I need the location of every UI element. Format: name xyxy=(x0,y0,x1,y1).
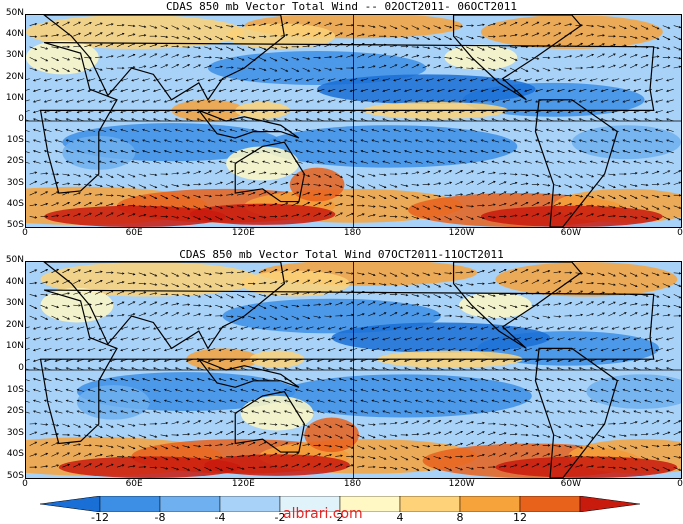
lat-label: 50N xyxy=(0,255,24,265)
lat-label: 30S xyxy=(0,178,24,188)
lon-label: 0 xyxy=(22,479,28,489)
lat-label: 40S xyxy=(0,449,24,459)
colorbar-segment xyxy=(400,496,460,512)
colorbar-label: 12 xyxy=(513,511,527,524)
colorbar-label: 8 xyxy=(457,511,464,524)
wind-map-panel-1 xyxy=(25,14,682,228)
lat-label: 0 xyxy=(0,363,24,373)
colorbar-segment xyxy=(100,496,160,512)
colorbar-segment xyxy=(460,496,520,512)
lon-label: 60E xyxy=(126,228,143,238)
lon-label: 120E xyxy=(232,479,255,489)
lon-label: 120W xyxy=(449,228,475,238)
panel-1-title: CDAS 850 mb Vector Total Wind -- 02OCT20… xyxy=(0,0,683,13)
lon-label: 180 xyxy=(344,228,361,238)
lon-label: 0 xyxy=(22,228,28,238)
lat-label: 30N xyxy=(0,298,24,308)
lon-label: 120E xyxy=(232,228,255,238)
lat-label: 50S xyxy=(0,471,24,481)
lat-label: 20S xyxy=(0,406,24,416)
colorbar-segment xyxy=(40,496,100,512)
panel-2-title: CDAS 850 mb Vector Total Wind 07OCT2011-… xyxy=(0,248,683,261)
lat-label: 50S xyxy=(0,220,24,230)
lat-label: 10S xyxy=(0,385,24,395)
wind-field xyxy=(26,15,681,227)
lat-label: 20N xyxy=(0,72,24,82)
wind-field xyxy=(26,262,681,478)
colorbar-label: -4 xyxy=(215,511,226,524)
wind-map-panel-2 xyxy=(25,261,682,479)
lat-label: 50N xyxy=(0,8,24,18)
lat-label: 10N xyxy=(0,93,24,103)
lon-label: 180 xyxy=(344,479,361,489)
lon-label: 0 xyxy=(677,228,683,238)
lat-label: 10S xyxy=(0,135,24,145)
colorbar-segment xyxy=(160,496,220,512)
colorbar-label: -8 xyxy=(155,511,166,524)
lat-label: 40N xyxy=(0,29,24,39)
colorbar-label: -12 xyxy=(91,511,109,524)
colorbar-segment xyxy=(580,496,640,512)
lon-label: 60W xyxy=(561,228,581,238)
lon-label: 0 xyxy=(677,479,683,489)
colorbar-label: 4 xyxy=(397,511,404,524)
lat-label: 0 xyxy=(0,114,24,124)
lat-label: 10N xyxy=(0,341,24,351)
lat-label: 20S xyxy=(0,156,24,166)
lat-label: 40N xyxy=(0,277,24,287)
lat-label: 20N xyxy=(0,320,24,330)
watermark: albrari.com xyxy=(283,506,363,522)
colorbar-segment xyxy=(220,496,280,512)
colorbar-segment xyxy=(520,496,580,512)
lat-label: 30N xyxy=(0,50,24,60)
lat-label: 30S xyxy=(0,428,24,438)
lon-label: 120W xyxy=(449,479,475,489)
lon-label: 60E xyxy=(126,479,143,489)
lon-label: 60W xyxy=(561,479,581,489)
lat-label: 40S xyxy=(0,199,24,209)
